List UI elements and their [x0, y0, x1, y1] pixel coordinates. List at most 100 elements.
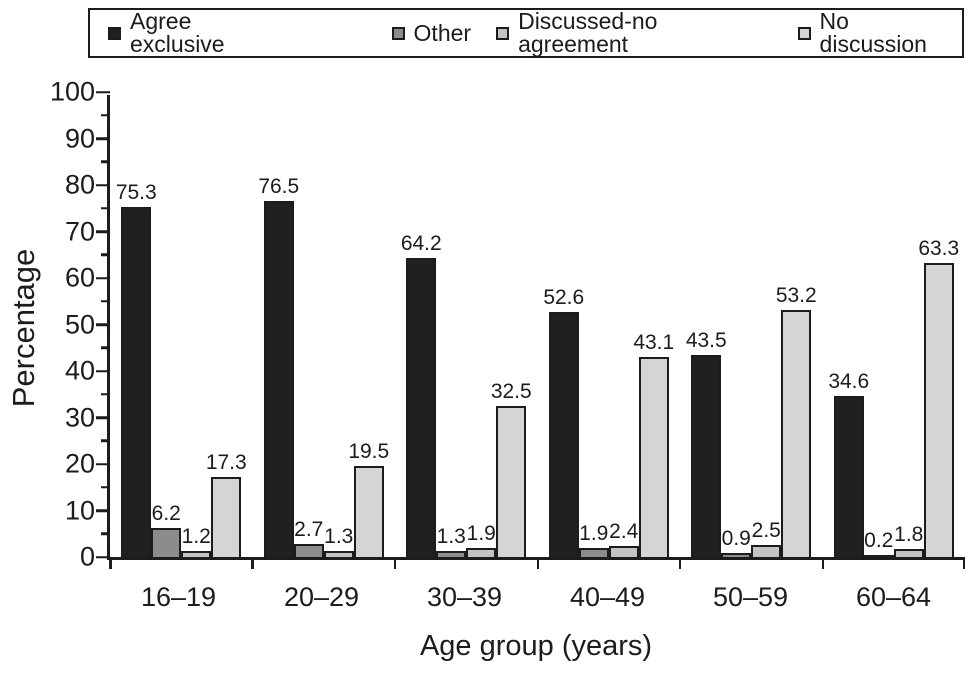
legend-swatch-icon [108, 26, 121, 40]
x-tick [678, 560, 682, 569]
bar-group-40-49: 52.6 1.9 2.4 43.1 [538, 95, 681, 557]
legend-swatch-icon [797, 26, 811, 40]
bar-other: 0.9 [721, 528, 752, 557]
bar-value-label: 43.1 [633, 330, 675, 354]
bar-value-label: 1.3 [436, 524, 466, 548]
y-minor-tick [101, 393, 110, 396]
bar-agree-exclusive: 34.6 [828, 371, 869, 557]
bar-agree-exclusive: 64.2 [401, 233, 442, 557]
y-tick-label: 100 [49, 76, 95, 107]
y-tick-label: 90 [64, 123, 95, 153]
y-major-tick [96, 137, 110, 140]
bar-group-50-59: 43.5 0.9 2.5 53.2 [680, 95, 823, 557]
y-major-tick [96, 90, 110, 94]
y-major-tick [96, 230, 110, 233]
bar-discussed-no-agreement: 1.3 [323, 526, 354, 557]
bar-no-discussion: 17.3 [206, 452, 247, 557]
plot-area: 0 10 20 30 40 50 60 70 80 90 100 75.3 6.2 1.2 17.3 76.5… [50, 78, 966, 570]
legend-item-agree-exclusive: Agree exclusive [108, 10, 292, 56]
y-tick-label: 70 [64, 216, 95, 246]
y-minor-tick [101, 486, 110, 489]
y-minor-tick [101, 346, 110, 349]
bar-value-label: 0.2 [864, 529, 894, 552]
x-tick [393, 560, 397, 569]
bar-discussed-no-agreement: 2.4 [608, 521, 639, 557]
bar-value-label: 2.7 [294, 518, 324, 542]
bar-value-label: 34.6 [828, 370, 870, 394]
y-major-tick [96, 462, 110, 466]
bar-value-label: 1.2 [181, 525, 211, 549]
y-major-tick [96, 276, 110, 280]
bar-value-label: 53.2 [775, 283, 817, 307]
bar-value-label: 75.3 [115, 180, 157, 204]
x-tick [821, 560, 824, 569]
bar-other: 2.7 [293, 519, 324, 557]
legend-label: No discussion [819, 8, 927, 57]
y-tick-label: 40 [64, 355, 95, 386]
y-tick-label: 30 [64, 402, 95, 432]
legend-swatch-icon [496, 26, 510, 40]
bar-value-label: 76.5 [258, 175, 300, 199]
legend-label: Discussed-no agreement [518, 8, 658, 57]
bar-value-label: 17.3 [205, 450, 247, 474]
bar-no-discussion: 53.2 [776, 285, 817, 557]
bar-discussed-no-agreement: 2.5 [751, 520, 782, 557]
bar-discussed-no-agreement: 1.9 [466, 523, 497, 557]
y-major-tick [96, 416, 110, 419]
legend-label: Other [413, 19, 472, 46]
bar-no-discussion: 63.3 [918, 238, 959, 557]
bar-group-60-64: 34.6 0.2 1.8 63.3 [823, 95, 966, 557]
x-tick-label: 16–19 [140, 582, 217, 612]
bar-group-30-39: 64.2 1.3 1.9 32.5 [395, 95, 538, 557]
x-tick-label: 40–49 [569, 582, 646, 612]
bar-value-label: 1.3 [324, 524, 354, 548]
y-tick-label: 60 [64, 262, 95, 293]
x-axis-title: Age group (years) [419, 630, 653, 662]
bar-agree-exclusive: 52.6 [543, 287, 584, 557]
x-tick-label: 50–59 [712, 582, 789, 612]
legend-item-no-discussion: No discussion [797, 8, 962, 57]
bar-discussed-no-agreement: 1.2 [181, 526, 212, 557]
bar-agree-exclusive: 43.5 [686, 330, 727, 557]
y-minor-tick [101, 300, 110, 303]
x-tick-label: 30–39 [426, 582, 503, 612]
y-major-tick [96, 369, 110, 373]
bar-value-label: 19.5 [348, 440, 390, 464]
bar-other: 1.3 [436, 526, 467, 557]
y-minor-tick [101, 532, 110, 535]
x-tick [962, 560, 965, 569]
legend-item-discussed-no-agreement: Discussed-no agreement [496, 10, 772, 56]
x-tick-label: 60–64 [855, 582, 932, 612]
x-tick-label: 20–29 [283, 582, 360, 612]
y-major-tick [96, 323, 110, 326]
bar-agree-exclusive: 76.5 [258, 176, 299, 557]
y-axis-title-text: Percentage [6, 248, 41, 407]
y-major-tick [96, 555, 110, 559]
bar-value-label: 2.5 [751, 519, 781, 543]
bar-other: 0.2 [863, 530, 894, 557]
y-tick-label: 0 [79, 541, 95, 572]
bar-no-discussion: 19.5 [348, 441, 389, 557]
bar-value-label: 6.2 [151, 502, 181, 526]
bar-agree-exclusive: 75.3 [116, 182, 157, 557]
bar-value-label: 52.6 [543, 286, 585, 310]
bar-value-label: 2.4 [609, 519, 639, 543]
bar-value-label: 1.9 [466, 522, 496, 546]
chart-legend: Agree exclusive Other Discussed-no agreeme… [88, 8, 964, 58]
y-minor-tick [101, 253, 110, 256]
bar-value-label: 32.5 [490, 379, 532, 403]
bar-value-label: 1.9 [579, 522, 609, 546]
y-major-tick [96, 183, 110, 187]
y-tick-label: 10 [64, 495, 95, 525]
y-minor-tick [101, 207, 110, 210]
bar-no-discussion: 43.1 [633, 332, 674, 557]
legend-label: Agree exclusive [130, 8, 225, 57]
x-tick [536, 560, 539, 569]
y-tick-label: 50 [64, 309, 95, 339]
legend-item-other: Other [391, 19, 472, 46]
x-tick [109, 560, 112, 569]
bar-value-label: 63.3 [918, 236, 960, 260]
bar-value-label: 1.8 [894, 522, 924, 546]
y-major-tick [96, 509, 110, 512]
